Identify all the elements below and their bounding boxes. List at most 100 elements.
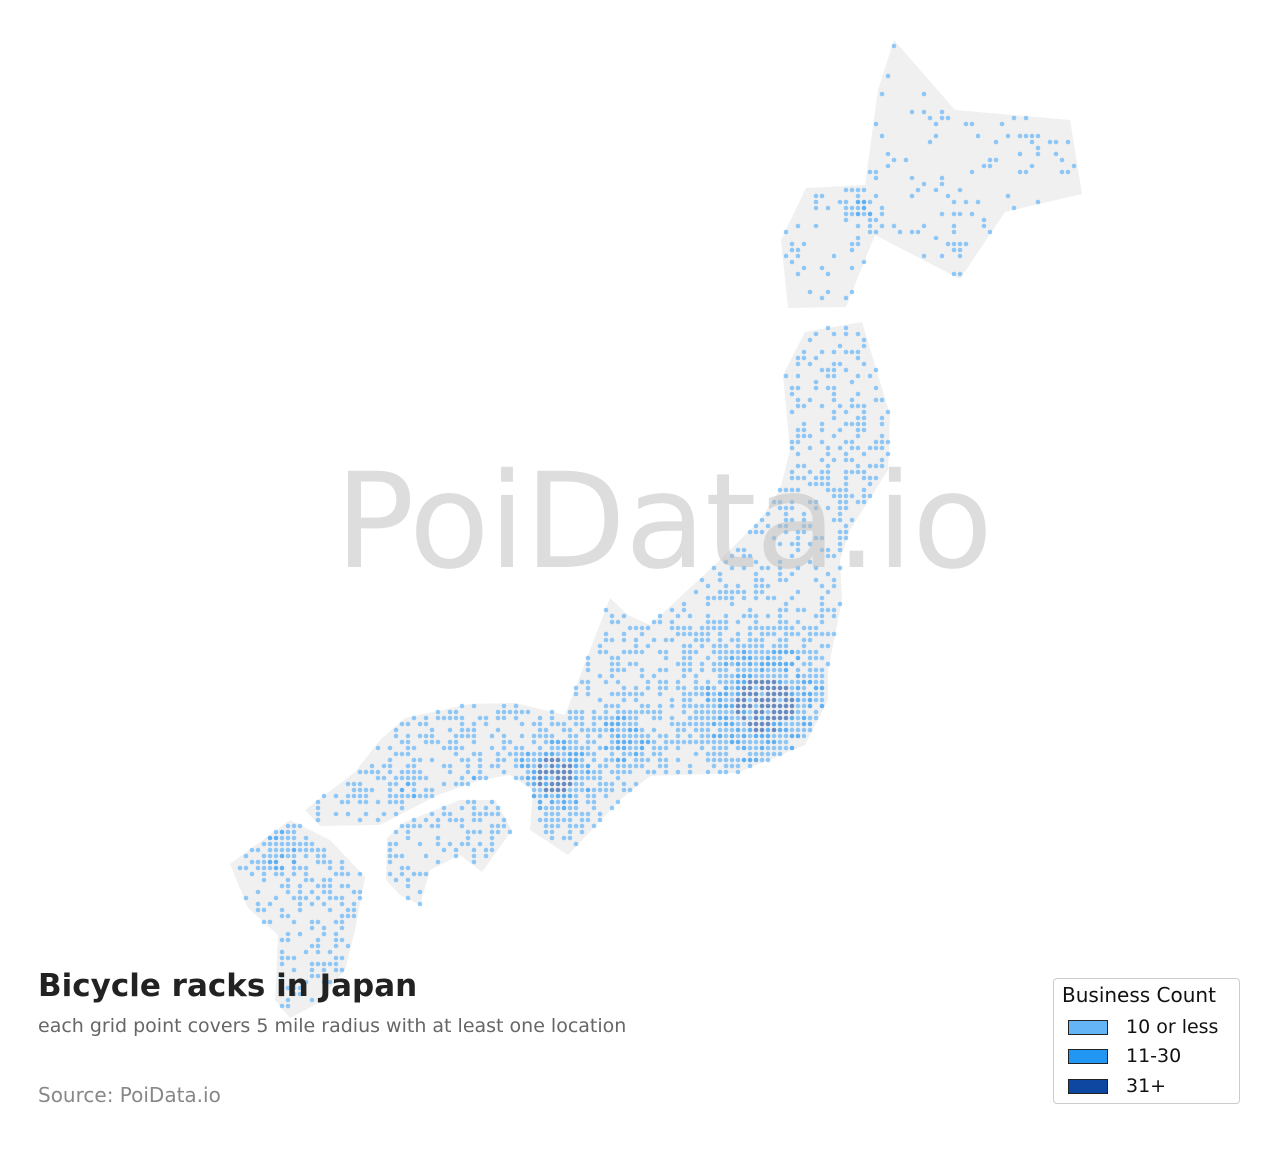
grid-point [753, 751, 759, 757]
grid-point [291, 847, 297, 853]
grid-point [843, 205, 849, 211]
grid-point [771, 625, 777, 631]
grid-point [711, 745, 717, 751]
grid-point [501, 823, 507, 829]
grid-point [795, 673, 801, 679]
grid-point [447, 841, 453, 847]
grid-point [315, 799, 321, 805]
grid-point [819, 631, 825, 637]
grid-point [813, 709, 819, 715]
grid-point [495, 811, 501, 817]
grid-point [675, 727, 681, 733]
grid-point [513, 751, 519, 757]
grid-point [783, 625, 789, 631]
grid-point [561, 745, 567, 751]
grid-point [741, 691, 747, 697]
grid-point [603, 715, 609, 721]
grid-point [867, 445, 873, 451]
grid-point [279, 955, 285, 961]
grid-point [291, 967, 297, 973]
grid-point [243, 853, 249, 859]
grid-point [591, 769, 597, 775]
grid-point [609, 721, 615, 727]
grid-point [819, 613, 825, 619]
grid-point [501, 709, 507, 715]
grid-point [663, 757, 669, 763]
grid-point [411, 769, 417, 775]
grid-point [609, 637, 615, 643]
grid-point [837, 505, 843, 511]
grid-point [741, 709, 747, 715]
grid-point [459, 775, 465, 781]
grid-point [915, 229, 921, 235]
grid-point [801, 427, 807, 433]
grid-point [603, 781, 609, 787]
grid-point [573, 691, 579, 697]
grid-point [753, 727, 759, 733]
grid-point [657, 703, 663, 709]
grid-point [843, 439, 849, 445]
grid-point [675, 739, 681, 745]
grid-point [639, 691, 645, 697]
grid-point [405, 865, 411, 871]
grid-point [801, 517, 807, 523]
grid-point [801, 685, 807, 691]
grid-point [747, 739, 753, 745]
legend-swatch [1068, 1048, 1108, 1064]
grid-point [939, 115, 945, 121]
grid-point [861, 421, 867, 427]
grid-point [417, 721, 423, 727]
grid-point [777, 649, 783, 655]
grid-point [819, 427, 825, 433]
grid-point [531, 751, 537, 757]
grid-point [633, 781, 639, 787]
grid-point [741, 643, 747, 649]
grid-point [783, 709, 789, 715]
grid-point [873, 193, 879, 199]
grid-point [771, 667, 777, 673]
grid-point [705, 631, 711, 637]
grid-point [729, 733, 735, 739]
grid-point [753, 715, 759, 721]
grid-point [531, 721, 537, 727]
grid-point [549, 811, 555, 817]
grid-point [675, 613, 681, 619]
grid-point [459, 727, 465, 733]
grid-point [813, 331, 819, 337]
grid-point [399, 787, 405, 793]
grid-point [747, 655, 753, 661]
grid-point [1071, 163, 1077, 169]
grid-point [705, 715, 711, 721]
grid-point [405, 769, 411, 775]
grid-point [315, 919, 321, 925]
grid-point [783, 253, 789, 259]
grid-point [555, 751, 561, 757]
grid-point [795, 373, 801, 379]
grid-point [873, 445, 879, 451]
grid-point [609, 661, 615, 667]
grid-point [855, 403, 861, 409]
grid-point [699, 721, 705, 727]
grid-point [729, 673, 735, 679]
grid-point [795, 427, 801, 433]
grid-point [639, 739, 645, 745]
grid-point [567, 811, 573, 817]
grid-point [801, 709, 807, 715]
grid-point [345, 943, 351, 949]
grid-point [849, 421, 855, 427]
grid-point [765, 739, 771, 745]
grid-point [825, 205, 831, 211]
grid-point [735, 733, 741, 739]
grid-point [819, 643, 825, 649]
grid-point [939, 175, 945, 181]
grid-point [633, 751, 639, 757]
grid-point [603, 709, 609, 715]
grid-point [777, 571, 783, 577]
grid-point [309, 967, 315, 973]
grid-point [327, 949, 333, 955]
grid-point [741, 589, 747, 595]
grid-point [783, 229, 789, 235]
grid-point [831, 361, 837, 367]
grid-point [519, 745, 525, 751]
grid-point [741, 721, 747, 727]
